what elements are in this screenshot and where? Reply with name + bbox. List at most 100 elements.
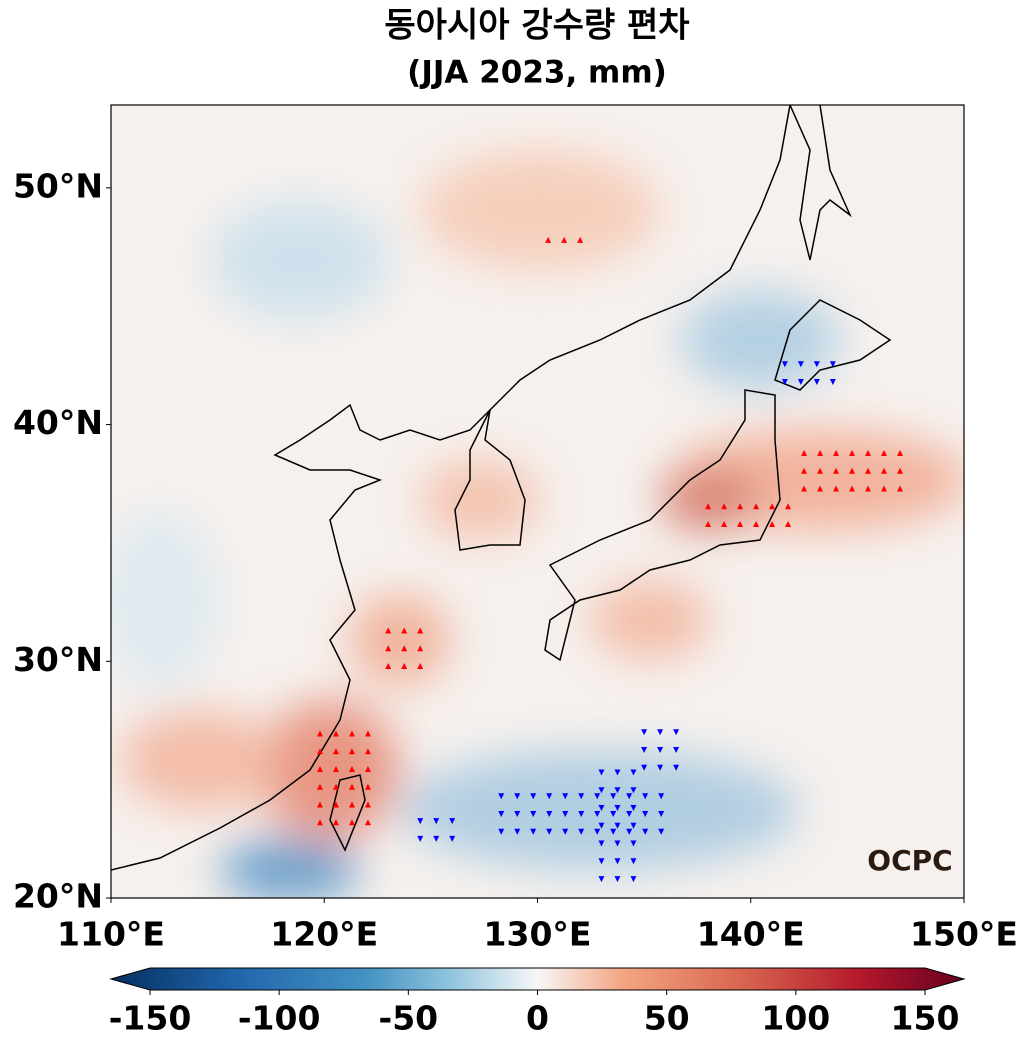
negative-marker (630, 805, 637, 812)
negative-marker (594, 793, 601, 800)
negative-marker (641, 729, 648, 736)
negative-marker (514, 828, 521, 835)
negative-marker (614, 858, 621, 865)
negative-marker (642, 810, 649, 817)
positive-marker (833, 449, 840, 456)
colorbar-tick-label: -50 (379, 999, 439, 1038)
positive-marker (737, 520, 744, 527)
negative-marker (781, 378, 788, 385)
negative-marker (546, 810, 553, 817)
positive-marker (364, 748, 371, 755)
negative-marker (630, 769, 637, 776)
negative-marker (598, 858, 605, 865)
positive-marker (897, 485, 904, 492)
positive-marker (769, 520, 776, 527)
negative-marker (614, 876, 621, 883)
negative-marker (630, 787, 637, 794)
positive-marker (849, 449, 856, 456)
negative-marker (813, 378, 820, 385)
negative-marker (614, 769, 621, 776)
negative-marker (641, 764, 648, 771)
negative-marker (630, 840, 637, 847)
negative-marker (813, 361, 820, 368)
negative-marker (562, 793, 569, 800)
negative-marker (546, 793, 553, 800)
negative-marker (610, 828, 617, 835)
positive-marker (348, 801, 355, 808)
negative-marker (610, 793, 617, 800)
positive-marker (897, 467, 904, 474)
negative-marker (594, 828, 601, 835)
positive-marker (316, 801, 323, 808)
positive-marker (849, 467, 856, 474)
positive-marker (801, 449, 808, 456)
positive-marker (364, 783, 371, 790)
negative-marker (614, 805, 621, 812)
negative-marker (658, 828, 665, 835)
positive-marker (332, 819, 339, 826)
negative-marker (598, 787, 605, 794)
positive-marker (817, 449, 824, 456)
negative-marker (657, 764, 664, 771)
honshu (544, 389, 781, 662)
hokkaido (774, 299, 892, 391)
negative-marker (657, 729, 664, 736)
x-tick-label: 120°E (270, 915, 378, 954)
negative-marker (781, 361, 788, 368)
positive-marker (833, 485, 840, 492)
positive-marker (881, 485, 888, 492)
negative-marker (797, 361, 804, 368)
positive-marker (385, 627, 392, 634)
positive-marker (364, 801, 371, 808)
y-tick-label: 50°N (13, 166, 103, 205)
negative-marker (417, 835, 424, 842)
x-tick-label: 140°E (697, 915, 805, 954)
colorbar-tick-label: 0 (526, 999, 549, 1038)
colorbar-tick-label: -150 (109, 999, 192, 1038)
x-tick-label: 130°E (484, 915, 592, 954)
colorbar-tick-label: -100 (238, 999, 321, 1038)
positive-marker (364, 730, 371, 737)
positive-marker (753, 503, 760, 510)
negative-marker (673, 764, 680, 771)
negative-marker (642, 828, 649, 835)
negative-marker (614, 840, 621, 847)
negative-marker (829, 361, 836, 368)
negative-marker (657, 747, 664, 754)
y-tick-label: 40°N (13, 403, 103, 442)
negative-marker (530, 810, 537, 817)
positive-marker (348, 765, 355, 772)
positive-marker (417, 645, 424, 652)
logo: OCPC (867, 844, 952, 877)
positive-marker (332, 765, 339, 772)
negative-marker (614, 787, 621, 794)
positive-marker (721, 520, 728, 527)
negative-marker (417, 818, 424, 825)
negative-marker (433, 835, 440, 842)
positive-marker (332, 801, 339, 808)
positive-marker (865, 485, 872, 492)
negative-marker (630, 858, 637, 865)
positive-marker (881, 467, 888, 474)
positive-marker (417, 627, 424, 634)
positive-marker (545, 236, 552, 243)
negative-marker (598, 822, 605, 829)
negative-marker (594, 810, 601, 817)
positive-marker (801, 467, 808, 474)
negative-marker (658, 793, 665, 800)
negative-marker (449, 818, 456, 825)
negative-marker (626, 793, 633, 800)
positive-marker (385, 645, 392, 652)
positive-marker (833, 467, 840, 474)
negative-marker (578, 828, 585, 835)
negative-marker (641, 747, 648, 754)
coastline (111, 105, 791, 871)
positive-marker (769, 503, 776, 510)
positive-marker (332, 730, 339, 737)
negative-marker (673, 729, 680, 736)
positive-marker (316, 730, 323, 737)
korea (454, 409, 526, 551)
positive-marker (705, 503, 712, 510)
positive-marker (785, 503, 792, 510)
